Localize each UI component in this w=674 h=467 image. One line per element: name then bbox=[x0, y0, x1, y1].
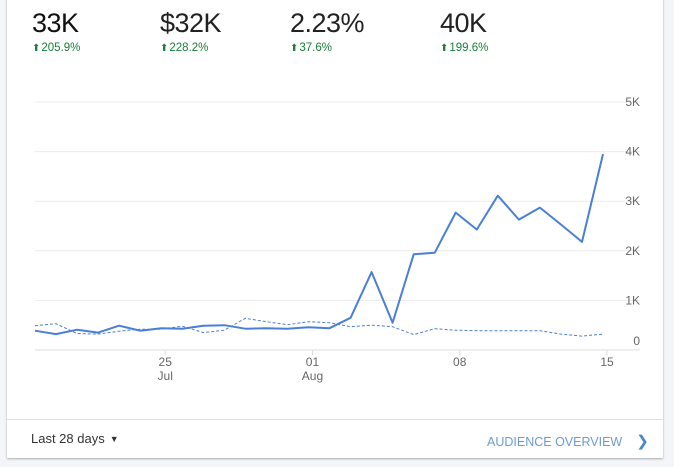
metric-value: 33K bbox=[32, 8, 79, 38]
y-tick-label: 1K bbox=[625, 293, 640, 307]
metric-change: ⬆205.9% bbox=[32, 42, 81, 54]
series-line-dashed bbox=[34, 317, 604, 337]
y-tick-label: 4K bbox=[625, 145, 640, 159]
metric-value: 40K bbox=[440, 8, 487, 38]
series-line-solid bbox=[34, 153, 604, 336]
arrow-up-icon: ⬆ bbox=[440, 43, 449, 54]
metric-change: ⬆228.2% bbox=[160, 42, 209, 54]
x-tick-month: Jul bbox=[158, 369, 173, 383]
metric-conversion-rate[interactable]: 2.23% ⬆37.6% bbox=[290, 8, 365, 54]
footer-divider bbox=[7, 419, 663, 420]
date-range-dropdown[interactable]: Last 28 days ▼ bbox=[31, 431, 119, 446]
metric-sessions[interactable]: 40K ⬆199.6% bbox=[440, 8, 488, 54]
y-tick-label: 5K bbox=[625, 95, 640, 109]
metric-value: 2.23% bbox=[290, 8, 365, 38]
audience-overview-link[interactable]: AUDIENCE OVERVIEW ❯ bbox=[487, 433, 649, 450]
arrow-up-icon: ⬆ bbox=[32, 43, 41, 54]
y-tick-label: 3K bbox=[625, 194, 640, 208]
x-tick-label: 15 bbox=[600, 355, 614, 369]
metric-change: ⬆37.6% bbox=[290, 42, 332, 54]
metric-revenue[interactable]: $32K ⬆228.2% bbox=[160, 8, 222, 54]
caret-down-icon: ▼ bbox=[109, 434, 119, 444]
chevron-right-icon: ❯ bbox=[636, 433, 649, 450]
metric-change: ⬆199.6% bbox=[440, 42, 489, 54]
x-tick-month: Aug bbox=[302, 369, 323, 383]
y-tick-label: 2K bbox=[625, 244, 640, 258]
x-tick-label: 01 bbox=[306, 355, 320, 369]
arrow-up-icon: ⬆ bbox=[160, 43, 169, 54]
arrow-up-icon: ⬆ bbox=[290, 43, 299, 54]
x-tick-label: 08 bbox=[453, 355, 467, 369]
audience-card bbox=[7, 0, 663, 458]
y-tick-label: 0 bbox=[633, 334, 640, 348]
x-tick-label: 25 bbox=[159, 355, 173, 369]
metric-value: $32K bbox=[160, 8, 222, 38]
metric-users[interactable]: 33K ⬆205.9% bbox=[32, 8, 80, 54]
